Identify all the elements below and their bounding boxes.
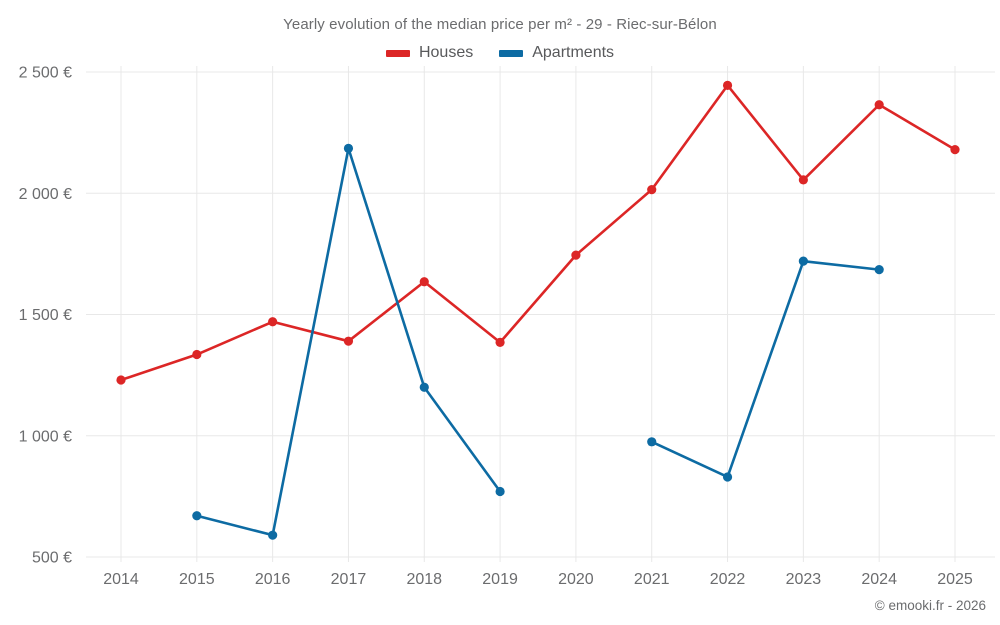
x-axis-tick-label: 2014 [103, 571, 139, 588]
legend-swatch-houses [385, 49, 410, 57]
data-point-houses-2015[interactable] [192, 349, 202, 360]
data-point-houses-2022[interactable] [722, 80, 733, 90]
data-point-apartments-2016[interactable] [268, 530, 278, 540]
data-point-apartments-2023[interactable] [798, 256, 808, 266]
data-point-apartments-2022[interactable] [722, 472, 733, 482]
data-point-houses-2017[interactable] [343, 336, 354, 346]
x-axis-tick-label: 2019 [482, 571, 518, 588]
y-axis-tick-label: 2 000 € [19, 186, 72, 203]
x-axis-tick-label: 2024 [861, 571, 897, 588]
data-point-houses-2019[interactable] [495, 337, 505, 347]
x-axis-tick-label: 2020 [558, 571, 594, 588]
series-line-apartments [650, 259, 881, 479]
x-axis-tick-label: 2025 [937, 571, 973, 588]
legend-swatch-apartments [499, 49, 524, 57]
data-point-houses-2024[interactable] [874, 100, 884, 110]
data-point-apartments-2017[interactable] [343, 143, 354, 153]
legend-label-apartments: Apartments [532, 44, 615, 61]
y-axis-tick-label: 2 500 € [19, 65, 72, 82]
data-point-houses-2014[interactable] [116, 375, 126, 385]
data-point-houses-2023[interactable] [798, 175, 808, 185]
data-point-apartments-2024[interactable] [874, 265, 884, 275]
x-axis-tick-label: 2018 [406, 571, 442, 588]
x-axis-tick-label: 2022 [710, 571, 746, 588]
series-line-houses [119, 84, 957, 382]
data-point-apartments-2015[interactable] [192, 511, 202, 521]
chart-title: Yearly evolution of the median price per… [283, 16, 717, 33]
footer-credit: © emooki.fr - 2026 [874, 598, 986, 613]
data-point-houses-2021[interactable] [647, 185, 657, 195]
data-point-apartments-2021[interactable] [647, 437, 657, 447]
data-series-layer [116, 80, 960, 540]
y-axis-tick-label: 500 € [32, 550, 72, 567]
data-point-houses-2020[interactable] [571, 250, 581, 260]
legend-item-houses[interactable]: Houses [385, 44, 474, 62]
y-axis-tick-label: 1 500 € [19, 307, 72, 324]
y-axis-tick-label: 1 000 € [19, 428, 72, 445]
x-axis-tick-label: 2016 [255, 571, 291, 588]
chart-legend: Houses Apartments [0, 44, 1000, 62]
legend-item-apartments[interactable]: Apartments [499, 44, 614, 62]
data-point-apartments-2019[interactable] [495, 486, 505, 497]
data-point-houses-2025[interactable] [950, 145, 960, 155]
x-axis-tick-labels: 2014 2015 2016 2017 2018 2019 2020 2021 2022 2023… [103, 571, 973, 588]
y-axis-tick-labels: 500 € 1 000 € 1 500 € 2 000 € 2 500 € [19, 65, 72, 567]
x-axis-tick-label: 2017 [331, 571, 367, 588]
grid-lines [86, 66, 995, 562]
x-axis-tick-label: 2015 [179, 571, 215, 588]
data-point-apartments-2018[interactable] [419, 382, 429, 392]
legend-label-houses: Houses [418, 44, 474, 61]
x-axis-tick-label: 2023 [786, 571, 822, 588]
data-point-houses-2018[interactable] [419, 277, 429, 287]
x-axis-tick-label: 2021 [634, 571, 670, 588]
data-point-houses-2016[interactable] [268, 317, 278, 327]
